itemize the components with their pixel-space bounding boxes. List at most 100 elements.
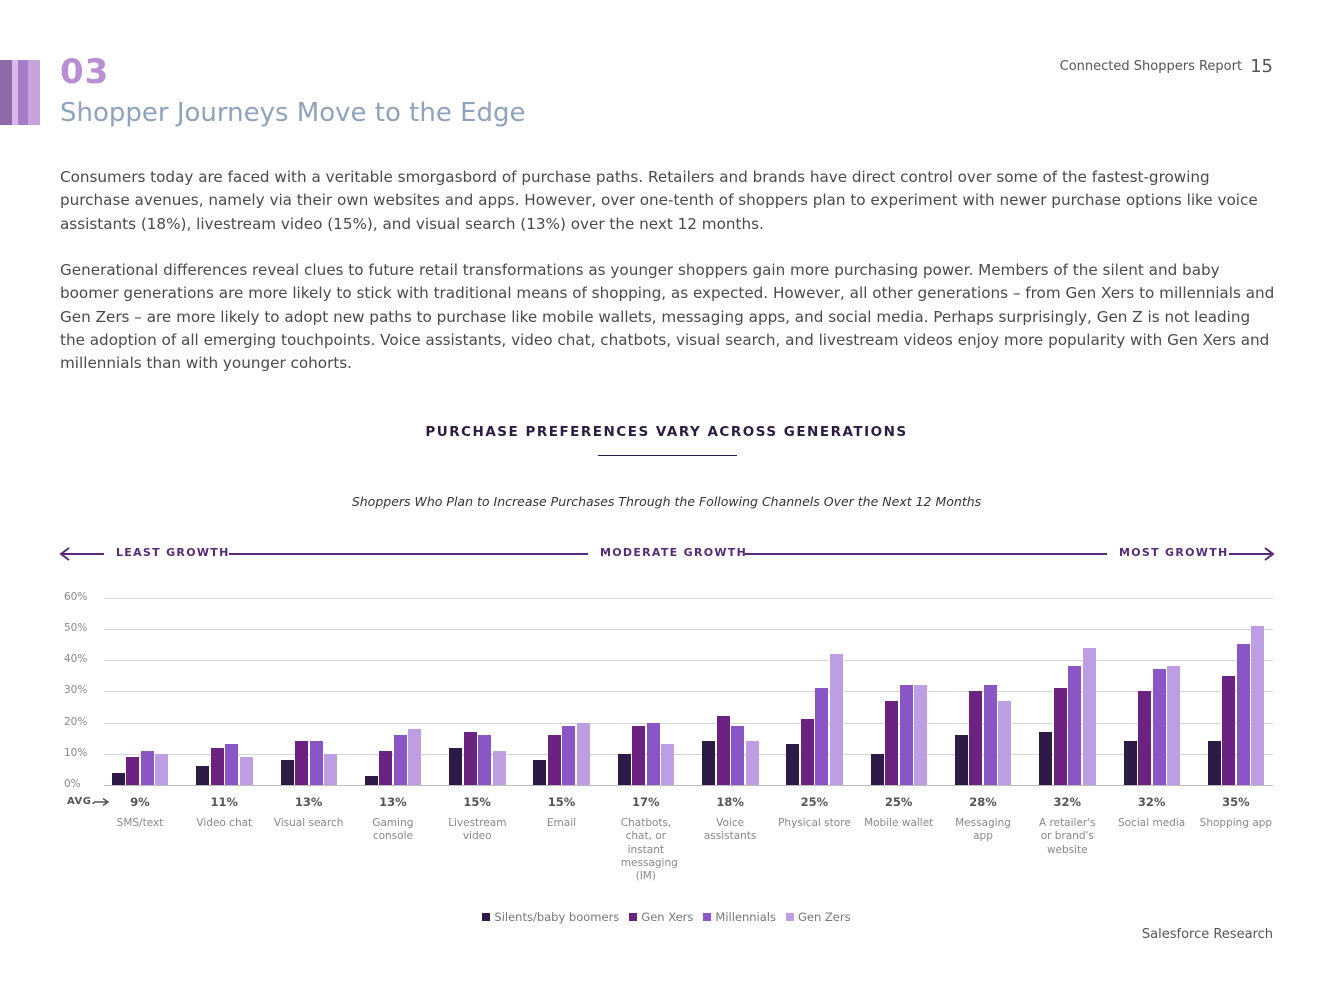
legend-label: Gen Xers xyxy=(641,910,694,924)
bar xyxy=(661,744,675,785)
chart-subtitle: Shoppers Who Plan to Increase Purchases … xyxy=(351,494,982,509)
average-value: 11% xyxy=(210,795,239,809)
bar xyxy=(111,772,125,785)
bar xyxy=(463,731,477,785)
average-value: 25% xyxy=(884,795,913,809)
average-value: 35% xyxy=(1222,795,1250,809)
average-value: 15% xyxy=(463,795,491,809)
gridline xyxy=(104,660,1273,661)
average-value: 18% xyxy=(716,795,744,809)
bar xyxy=(646,722,660,785)
bar xyxy=(800,719,814,785)
average-value: 13% xyxy=(379,795,407,809)
avg-arrow-icon xyxy=(94,797,110,807)
paragraph-2: Generational differences reveal clues to… xyxy=(60,261,1275,373)
category-label: Mobile wallet xyxy=(864,817,934,829)
bar xyxy=(1138,691,1151,785)
bar xyxy=(998,700,1012,785)
category-label: A retailer's or brand's website xyxy=(1039,817,1096,856)
bar xyxy=(1082,647,1096,785)
legend-item: Gen Zers xyxy=(785,910,851,924)
gridline xyxy=(104,628,1273,630)
bar xyxy=(547,735,561,785)
bar xyxy=(478,735,492,785)
least-growth-label: LEAST GROWTH xyxy=(116,546,230,559)
bar xyxy=(1068,666,1082,785)
category-label: Messaging app xyxy=(955,817,1011,843)
average-value: 13% xyxy=(294,795,323,809)
bar xyxy=(954,735,968,785)
bar xyxy=(745,741,759,785)
avg-label: AVG. xyxy=(67,796,96,807)
bar xyxy=(1053,688,1067,785)
accent-stripe-4 xyxy=(28,60,40,125)
average-value: 15% xyxy=(547,795,576,809)
bar xyxy=(1123,741,1137,785)
gridline xyxy=(104,597,1273,599)
gridline xyxy=(104,722,1273,724)
bar xyxy=(969,691,983,785)
average-value: 25% xyxy=(800,795,829,809)
paragraph-1: Consumers today are faced with a veritab… xyxy=(60,168,1258,233)
bar xyxy=(140,750,154,785)
category-label: Physical store xyxy=(778,817,851,829)
chart-title-rule xyxy=(598,455,737,456)
legend-item: Gen Xers xyxy=(629,910,693,924)
gridline xyxy=(104,691,1273,693)
bar xyxy=(196,766,210,785)
bar xyxy=(309,741,323,785)
legend-swatch xyxy=(703,913,712,921)
bar xyxy=(1222,675,1236,785)
category-label: Voice assistants xyxy=(703,817,757,843)
y-tick-label: 10% xyxy=(64,746,88,759)
bar xyxy=(239,756,253,785)
bar xyxy=(870,753,884,785)
accent-stripe-3 xyxy=(18,60,28,125)
legend-swatch xyxy=(629,913,638,921)
legend-label: Silents/baby boomers xyxy=(494,910,620,924)
bar xyxy=(885,700,899,785)
bar xyxy=(731,725,744,785)
gridline xyxy=(104,753,1273,755)
legend-label: Millennials xyxy=(715,910,776,924)
legend-item: Silents/baby boomers xyxy=(482,910,619,924)
avg-label-text: AVG. xyxy=(67,796,96,807)
report-name: Connected Shoppers Report xyxy=(1059,59,1243,74)
bar xyxy=(1207,741,1221,785)
bar xyxy=(449,747,463,785)
arrow-left-icon xyxy=(59,547,70,561)
moderate-growth-label: MODERATE GROWTH xyxy=(600,546,748,559)
y-tick-label: 60% xyxy=(64,590,88,603)
bar xyxy=(379,750,393,785)
bar xyxy=(983,685,997,785)
bar xyxy=(576,722,590,785)
bar xyxy=(716,716,730,785)
page-number: 15 xyxy=(1250,56,1273,77)
source-label: Salesforce Research xyxy=(1141,927,1273,942)
y-tick-label: 50% xyxy=(64,621,88,634)
growth-line-right xyxy=(1229,553,1271,555)
growth-line-left xyxy=(62,553,104,555)
bar xyxy=(393,735,407,785)
bar xyxy=(295,741,308,785)
bar xyxy=(364,775,378,785)
category-label: SMS/text xyxy=(116,817,164,829)
bar xyxy=(1167,666,1180,785)
average-value: 9% xyxy=(130,795,150,809)
bar xyxy=(1251,625,1265,785)
y-tick-label: 40% xyxy=(64,653,88,665)
bar xyxy=(324,753,337,785)
bar xyxy=(786,744,800,785)
bar xyxy=(533,760,547,785)
bar xyxy=(562,725,576,785)
bar xyxy=(702,741,715,785)
bar xyxy=(1152,669,1166,785)
bar xyxy=(126,756,140,785)
category-label: Social media xyxy=(1118,817,1186,829)
bar xyxy=(899,685,913,785)
bar xyxy=(210,747,224,785)
category-label: Video chat xyxy=(196,817,253,829)
category-label: Shopping app xyxy=(1199,817,1273,829)
legend-item: Millennials xyxy=(703,910,776,924)
bar xyxy=(815,688,829,785)
